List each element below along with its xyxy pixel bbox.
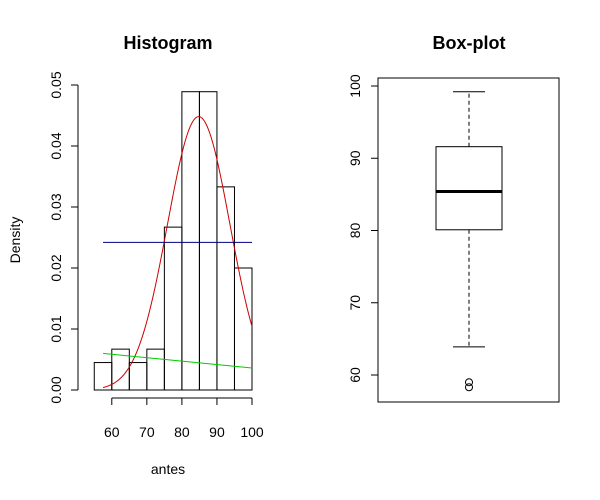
boxplot-y-tick-label: 80 — [347, 223, 363, 239]
histogram-y-axis-label: Density — [7, 217, 23, 264]
histogram-panel: Histogram Density antes 60 70 80 90 100 0.00… — [7, 33, 264, 477]
histogram-bar-2 — [128, 362, 148, 391]
histogram-title: Histogram — [123, 33, 212, 53]
histogram-bar-3 — [146, 348, 165, 391]
histogram-y-tick-label: 0.01 — [48, 315, 64, 342]
histogram-x-tick-label: 70 — [139, 424, 155, 440]
histogram-x-tick-label: 60 — [104, 424, 120, 440]
histogram-y-tick-label: 0.00 — [48, 376, 64, 403]
histogram-x-tick-label: 100 — [240, 424, 264, 440]
histogram-bins — [93, 91, 253, 391]
histogram-bar-7 — [216, 186, 235, 391]
histogram-bar-4 — [163, 226, 183, 391]
histogram-bar-5 — [181, 91, 200, 391]
histogram-x-axis-label: antes — [151, 461, 185, 477]
boxplot-marks — [435, 91, 503, 392]
boxplot-panel: Box-plot 60 70 80 90 100 — [347, 33, 560, 403]
histogram-y-tick-label: 0.04 — [48, 132, 64, 159]
boxplot-y-axis: 60 70 80 90 100 — [347, 74, 379, 383]
histogram-x-axis: 60 70 80 90 100 — [104, 397, 264, 440]
boxplot-y-tick-label: 100 — [347, 74, 363, 98]
histogram-y-tick-label: 0.05 — [48, 71, 64, 98]
normal-density-curve — [102, 116, 253, 389]
boxplot-y-tick-label: 90 — [347, 150, 363, 166]
boxplot-outlier — [465, 378, 473, 387]
boxplot-y-tick-label: 60 — [347, 367, 363, 383]
boxplot-outlier — [465, 383, 473, 392]
histogram-overlays — [102, 116, 253, 389]
boxplot-y-tick-label: 70 — [347, 295, 363, 311]
histogram-x-tick-label: 80 — [174, 424, 190, 440]
histogram-y-tick-label: 0.03 — [48, 193, 64, 220]
histogram-y-axis: 0.00 0.01 0.02 0.03 0.04 0.05 — [48, 71, 79, 404]
histogram-y-tick-label: 0.02 — [48, 254, 64, 281]
boxplot-box — [435, 146, 503, 231]
histogram-x-tick-label: 90 — [209, 424, 225, 440]
histogram-bar-6 — [198, 91, 218, 391]
boxplot-title: Box-plot — [433, 33, 506, 53]
green-trend-line — [102, 352, 253, 369]
histogram-bar-8 — [233, 267, 253, 391]
